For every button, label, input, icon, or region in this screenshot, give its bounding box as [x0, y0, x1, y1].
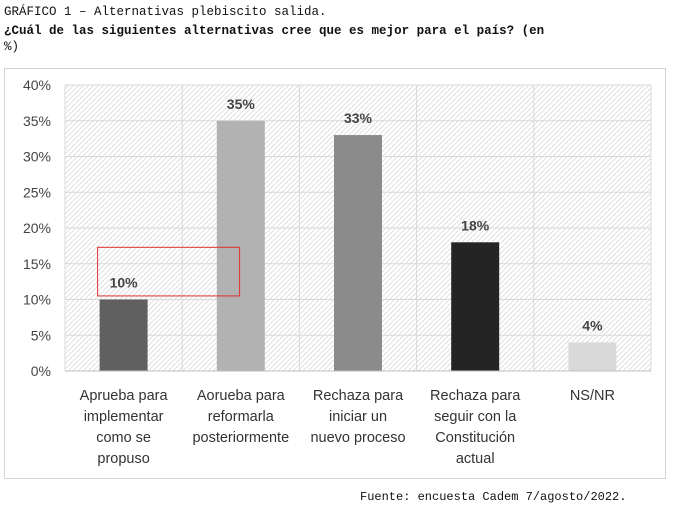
category-label: seguir con la: [434, 409, 517, 425]
data-label: 4%: [582, 317, 603, 333]
bar: [334, 135, 382, 371]
y-tick-label: 25%: [23, 184, 51, 200]
y-tick-label: 10%: [23, 292, 51, 308]
y-tick-label: 15%: [23, 256, 51, 272]
chart-caption: GRÁFICO 1 – Alternativas plebiscito sali…: [4, 5, 327, 19]
bar: [568, 342, 617, 371]
data-label: 33%: [344, 110, 373, 126]
category-label: posteriormente: [192, 430, 289, 446]
category-label: nuevo proceso: [310, 430, 405, 446]
data-label: 35%: [227, 96, 256, 112]
data-label: 18%: [461, 217, 490, 233]
bar: [99, 299, 148, 371]
y-tick-label: 20%: [23, 220, 51, 236]
category-label: actual: [456, 451, 495, 467]
chart-question: ¿Cuál de las siguientes alternativas cre…: [4, 24, 545, 38]
source-note: Fuente: encuesta Cadem 7/agosto/2022.: [360, 490, 627, 504]
bar: [216, 120, 265, 371]
y-tick-label: 30%: [23, 149, 51, 165]
y-tick-label: 35%: [23, 113, 51, 129]
category-label: iniciar un: [329, 409, 387, 425]
y-tick-label: 40%: [23, 77, 51, 93]
category-label: propuso: [97, 451, 149, 467]
data-label: 10%: [110, 275, 139, 291]
highlight-box: [97, 246, 241, 297]
chart-frame: 0% 5% 10% 15% 20% 25% 30% 35% 40% 10% Aprueba para…: [4, 68, 666, 479]
category-label: Aorueba para: [197, 388, 286, 404]
category-label: implementar: [84, 409, 164, 425]
y-tick-label: 5%: [31, 327, 51, 343]
y-tick-label: 0%: [31, 363, 51, 379]
category-label: Aprueba para: [80, 388, 169, 404]
category-label: como se: [96, 430, 151, 446]
category-label: NS/NR: [570, 388, 615, 404]
category-label: reformarla: [208, 409, 275, 425]
chart-question-continued: %): [4, 40, 20, 54]
category-label: Rechaza para: [313, 388, 404, 404]
bar: [451, 242, 500, 371]
bar-chart: 0% 5% 10% 15% 20% 25% 30% 35% 40% 10% Aprueba para…: [23, 77, 652, 467]
category-label: Constitución: [435, 430, 515, 446]
category-label: Rechaza para: [430, 388, 521, 404]
